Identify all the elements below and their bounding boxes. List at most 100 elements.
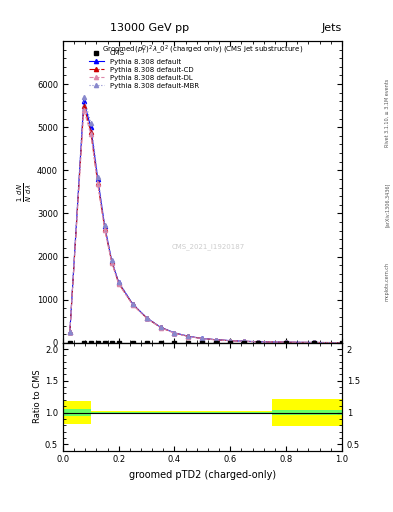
Pythia 8.308 default-MBR	[312, 339, 316, 346]
Pythia 8.308 default	[256, 338, 261, 345]
Pythia 8.308 default-MBR	[172, 330, 177, 336]
Pythia 8.308 default	[144, 315, 149, 321]
Pythia 8.308 default-DL	[68, 329, 72, 335]
Pythia 8.308 default-MBR	[200, 335, 205, 342]
Pythia 8.308 default-MBR	[88, 120, 93, 126]
Pythia 8.308 default-DL	[102, 227, 107, 233]
Pythia 8.308 default	[109, 258, 114, 264]
Pythia 8.308 default-CD	[144, 315, 149, 321]
Pythia 8.308 default-DL	[158, 325, 163, 331]
CMS	[158, 339, 163, 346]
X-axis label: groomed pTD2 (charged-only): groomed pTD2 (charged-only)	[129, 470, 276, 480]
Pythia 8.308 default	[81, 98, 86, 104]
CMS	[109, 339, 114, 346]
Pythia 8.308 default-MBR	[102, 222, 107, 228]
Pythia 8.308 default	[158, 324, 163, 330]
Pythia 8.308 default	[88, 124, 93, 130]
CMS	[102, 339, 107, 346]
CMS	[256, 339, 261, 346]
Pythia 8.308 default-DL	[242, 338, 247, 345]
CMS	[81, 339, 86, 346]
Pythia 8.308 default-DL	[109, 260, 114, 266]
Pythia 8.308 default	[68, 329, 72, 335]
CMS	[116, 339, 121, 346]
CMS	[88, 339, 93, 346]
Pythia 8.308 default-DL	[340, 339, 344, 346]
Pythia 8.308 default-CD	[95, 180, 100, 186]
CMS	[144, 339, 149, 346]
Line: Pythia 8.308 default-DL: Pythia 8.308 default-DL	[68, 108, 344, 345]
Pythia 8.308 default-CD	[228, 337, 233, 344]
Pythia 8.308 default-MBR	[116, 279, 121, 285]
Pythia 8.308 default-CD	[172, 330, 177, 336]
Text: Groomed$(p_T^D)^2\lambda\_0^2$ (charged only) (CMS jet substructure): Groomed$(p_T^D)^2\lambda\_0^2$ (charged …	[102, 44, 303, 57]
Pythia 8.308 default	[130, 301, 135, 307]
CMS	[172, 339, 177, 346]
Pythia 8.308 default-CD	[200, 335, 205, 342]
Pythia 8.308 default	[340, 339, 344, 346]
CMS	[228, 339, 233, 346]
Y-axis label: $\frac{1}{N}\,\frac{dN}{d\lambda}$: $\frac{1}{N}\,\frac{dN}{d\lambda}$	[16, 182, 34, 202]
Pythia 8.308 default	[214, 337, 219, 343]
Pythia 8.308 default-DL	[116, 281, 121, 287]
Pythia 8.308 default-MBR	[186, 333, 191, 339]
Pythia 8.308 default	[242, 338, 247, 345]
CMS	[186, 339, 191, 346]
Pythia 8.308 default-DL	[312, 339, 316, 346]
Pythia 8.308 default-MBR	[95, 174, 100, 180]
Pythia 8.308 default	[172, 330, 177, 336]
Pythia 8.308 default-DL	[95, 181, 100, 187]
Pythia 8.308 default-DL	[214, 337, 219, 343]
Text: mcplots.cern.ch: mcplots.cern.ch	[385, 262, 390, 301]
CMS	[340, 339, 344, 346]
Pythia 8.308 default-CD	[116, 280, 121, 286]
Pythia 8.308 default-MBR	[158, 324, 163, 330]
Line: Pythia 8.308 default-MBR: Pythia 8.308 default-MBR	[68, 95, 344, 345]
Pythia 8.308 default	[312, 339, 316, 346]
Pythia 8.308 default	[228, 337, 233, 344]
Pythia 8.308 default-CD	[256, 338, 261, 345]
Pythia 8.308 default-CD	[130, 302, 135, 308]
Pythia 8.308 default	[116, 280, 121, 286]
Pythia 8.308 default-CD	[340, 339, 344, 346]
CMS	[95, 339, 100, 346]
Pythia 8.308 default-DL	[200, 335, 205, 342]
Pythia 8.308 default-CD	[312, 339, 316, 346]
CMS	[200, 339, 205, 346]
Pythia 8.308 default-CD	[242, 338, 247, 345]
Line: CMS: CMS	[68, 340, 344, 345]
Pythia 8.308 default	[95, 176, 100, 182]
Pythia 8.308 default	[284, 339, 288, 345]
Pythia 8.308 default-CD	[88, 129, 93, 135]
Pythia 8.308 default-CD	[284, 339, 288, 345]
Text: Jets: Jets	[321, 23, 342, 33]
Pythia 8.308 default-CD	[109, 259, 114, 265]
Pythia 8.308 default-CD	[102, 225, 107, 231]
Pythia 8.308 default-CD	[68, 329, 72, 335]
Pythia 8.308 default-MBR	[340, 339, 344, 346]
Pythia 8.308 default-DL	[172, 330, 177, 336]
Pythia 8.308 default-CD	[81, 102, 86, 109]
Pythia 8.308 default-DL	[144, 315, 149, 321]
Pythia 8.308 default-MBR	[284, 339, 288, 345]
Pythia 8.308 default-DL	[256, 339, 261, 345]
CMS	[312, 339, 316, 346]
Pythia 8.308 default-MBR	[214, 336, 219, 343]
Pythia 8.308 default	[102, 223, 107, 229]
Pythia 8.308 default-CD	[158, 325, 163, 331]
CMS	[130, 339, 135, 346]
Pythia 8.308 default	[186, 333, 191, 339]
Pythia 8.308 default-MBR	[228, 337, 233, 344]
CMS	[214, 339, 219, 346]
Line: Pythia 8.308 default-CD: Pythia 8.308 default-CD	[68, 103, 344, 345]
Pythia 8.308 default-DL	[88, 131, 93, 137]
Y-axis label: Ratio to CMS: Ratio to CMS	[33, 370, 42, 423]
Pythia 8.308 default-MBR	[109, 257, 114, 263]
Pythia 8.308 default-CD	[214, 337, 219, 343]
Pythia 8.308 default-DL	[186, 333, 191, 339]
Pythia 8.308 default-DL	[284, 339, 288, 345]
Pythia 8.308 default-MBR	[130, 301, 135, 307]
Pythia 8.308 default-CD	[186, 333, 191, 339]
Pythia 8.308 default-DL	[130, 302, 135, 308]
Pythia 8.308 default-MBR	[256, 338, 261, 345]
